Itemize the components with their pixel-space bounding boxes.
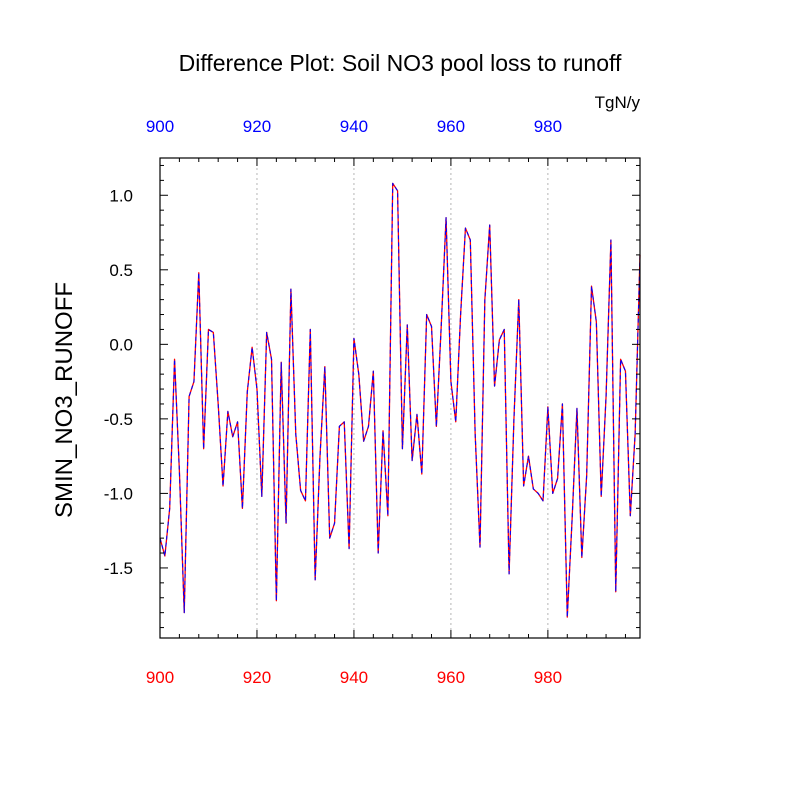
y-tick-label-2: 0.0 — [109, 335, 133, 354]
series-lines — [159, 182, 641, 618]
x-tick-label-top-960: 960 — [437, 117, 465, 136]
series-line-2 — [159, 182, 641, 618]
x-tick-label-top-980: 980 — [534, 117, 562, 136]
grid-lines — [256, 158, 549, 638]
axis-ticks — [159, 158, 640, 638]
tick-labels: 900 900 920 920 940 940 960 960 980 980 1.0 0.5 0.0 -… — [104, 117, 562, 687]
x-tick-label-bottom-920: 920 — [243, 668, 271, 687]
y-tick-label-5: -1.5 — [104, 559, 133, 578]
plot-frame — [159, 157, 641, 639]
chart-title: Difference Plot: Soil NO3 pool loss to r… — [179, 50, 622, 76]
x-tick-label-top-920: 920 — [243, 117, 271, 136]
y-tick-label-0: 1.0 — [109, 186, 133, 205]
y-tick-label-4: -1.0 — [104, 484, 133, 503]
y-tick-label-1: 0.5 — [109, 261, 133, 280]
units-label: TgN/y — [595, 93, 641, 112]
x-tick-label-bottom-900: 900 — [146, 668, 174, 687]
y-axis-label: SMIN_NO3_RUNOFF — [51, 282, 78, 518]
x-tick-label-top-900: 900 — [146, 117, 174, 136]
x-tick-label-top-940: 940 — [340, 117, 368, 136]
x-tick-label-bottom-960: 960 — [437, 668, 465, 687]
series-line-1 — [159, 182, 641, 618]
x-tick-label-bottom-980: 980 — [534, 668, 562, 687]
x-tick-label-bottom-940: 940 — [340, 668, 368, 687]
y-tick-label-3: -0.5 — [104, 410, 133, 429]
